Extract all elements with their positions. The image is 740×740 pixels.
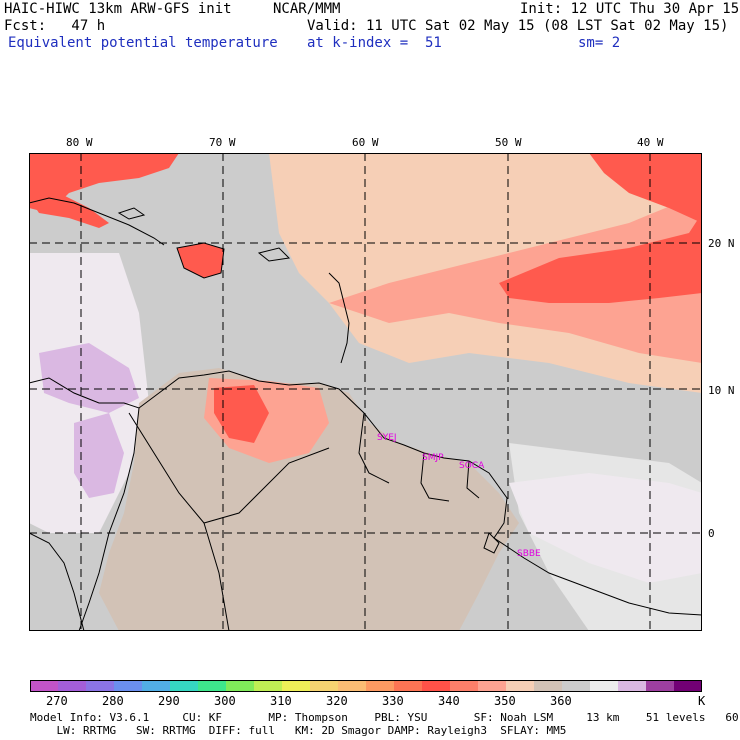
colorbar-swatch [254,680,283,692]
colorbar-tick-label: 350 [494,694,516,708]
colorbar-tick-label: 290 [158,694,180,708]
hot-ocean-region [29,153,179,213]
colorbar-swatch [450,680,479,692]
colorbar-swatch [198,680,227,692]
colorbar-swatch [394,680,423,692]
grid-lines [29,153,702,631]
colorbar-tick-label: 280 [102,694,124,708]
map-frame [29,153,702,631]
station-label: SBBE [517,549,541,559]
longitude-label: 60 W [352,136,379,149]
colorbar-swatch [618,680,647,692]
very-cool-region [509,473,702,583]
colorbar-swatch [30,680,59,692]
colorbar-swatch [478,680,507,692]
colorbar-tick-label: 340 [438,694,460,708]
colorbar-frame [30,680,702,692]
model-title: HAIC-HIWC 13km ARW-GFS init [4,1,232,17]
hot-land-region [177,243,224,278]
colorbar-swatch [338,680,367,692]
station-label: SYEJ [377,433,397,443]
forecast-hour: Fcst: 47 h [4,18,106,34]
colorbar-swatch [562,680,591,692]
colorbar-swatch [366,680,395,692]
init-time: Init: 12 UTC Thu 30 Apr 15 [520,1,740,17]
coastlines [29,197,702,631]
level-index: at k-index = 51 [307,35,442,51]
latitude-label: 0 [708,527,715,540]
colorbar-swatch [86,680,115,692]
colorbar-swatch [674,680,702,692]
station-label: SMJP [422,453,444,463]
latitude-label: 20 N [708,237,735,250]
hot-ocean-region [589,153,702,223]
lavender-region [39,343,139,413]
lavender-region [74,413,124,498]
colorbar-swatch [58,680,87,692]
longitude-label: 50 W [495,136,522,149]
model-info-line2: LW: RRTMG SW: RRTMG DIFF: full KM: 2D Sm… [30,724,567,737]
field-name: Equivalent potential temperature [8,35,278,51]
longitude-label: 80 W [66,136,93,149]
valid-time: Valid: 11 UTC Sat 02 May 15 (08 LST Sat … [307,18,729,34]
colorbar-swatch [310,680,339,692]
weather-map: SYEJ SMJP SOCA SBBE [29,153,702,631]
colorbar-tick-label: 300 [214,694,236,708]
colorbar-tick-label: 270 [46,694,68,708]
hot-ocean-region [499,213,702,303]
colorbar-tick-label: 310 [270,694,292,708]
hot-land-region [214,385,269,443]
colorbar-swatch [534,680,563,692]
center-name: NCAR/MMM [273,1,341,17]
colorbar-swatch [590,680,619,692]
colorbar-swatch [142,680,171,692]
colorbar-tick-label: 330 [382,694,404,708]
hot-land-region [29,193,109,228]
station-label: SOCA [459,461,485,471]
colorbar-swatch [646,680,675,692]
land-region [99,368,519,631]
colorbar-swatch [282,680,311,692]
latitude-label: 10 N [708,384,735,397]
colorbar-swatch [114,680,143,692]
model-info-line1: Model Info: V3.6.1 CU: KF MP: Thompson P… [30,711,740,724]
colorbar-unit: K [698,694,706,708]
longitude-label: 40 W [637,136,664,149]
colorbar-swatch [422,680,451,692]
color-scale-bar [30,680,702,692]
colorbar-tick-label: 320 [326,694,348,708]
colorbar-swatch [170,680,199,692]
smoothing: sm= 2 [578,35,621,51]
colorbar-swatch [506,680,535,692]
colorbar-tick-label: 360 [550,694,572,708]
longitude-label: 70 W [209,136,236,149]
colorbar-swatch [226,680,255,692]
